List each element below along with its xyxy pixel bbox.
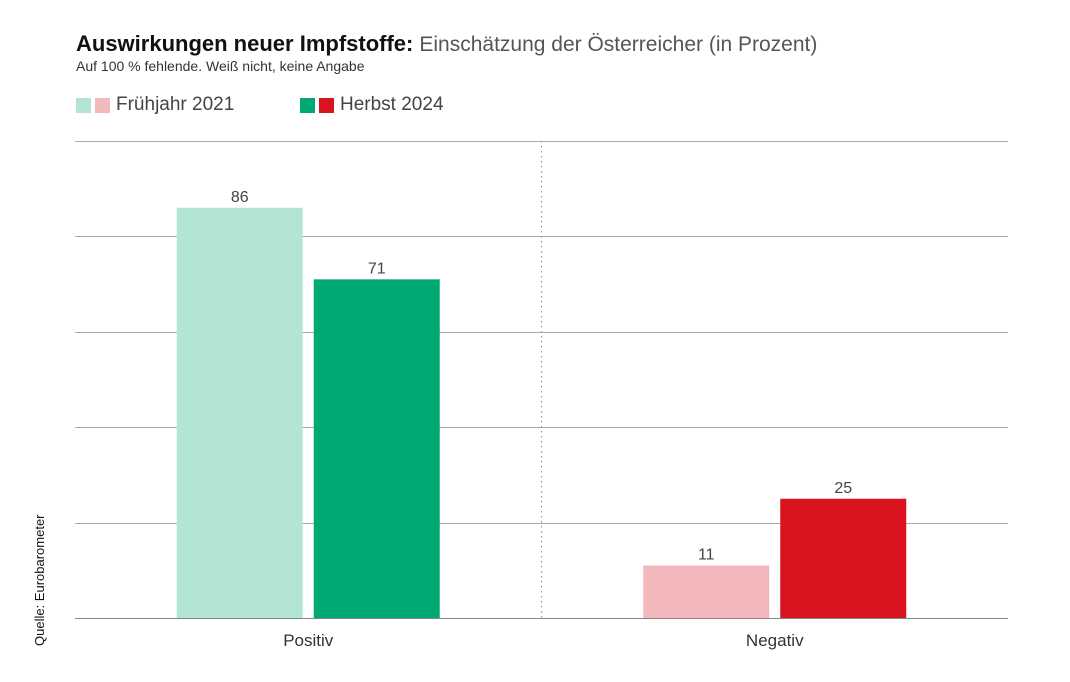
legend-item-herbst-2024: Herbst 2024 xyxy=(300,93,444,117)
bar-value-label-positiv-herbst-2024: 71 xyxy=(368,260,386,277)
source-note: Quelle: Eurobarometer xyxy=(32,514,47,646)
chart-title: Auswirkungen neuer Impfstoffe: Einschätzu… xyxy=(76,30,817,59)
bar-value-label-negativ-fruehjahr-2021: 11 xyxy=(698,547,715,564)
bar-value-label-positiv-fruehjahr-2021: 86 xyxy=(231,189,249,206)
category-label-negativ: Negativ xyxy=(746,631,804,650)
chart-subtitle: Auf 100 % fehlende. Weiß nicht, keine An… xyxy=(76,58,365,74)
bar-positiv-fruehjahr-2021 xyxy=(176,207,303,618)
bar-value-label-negativ-herbst-2024: 25 xyxy=(834,480,852,497)
legend-swatch-fruehjahr-positiv xyxy=(76,97,91,113)
legend-label-herbst-2024: Herbst 2024 xyxy=(340,94,444,115)
legend-swatch-herbst-negativ xyxy=(319,97,334,113)
bar-negativ-herbst-2024 xyxy=(780,498,907,618)
chart-title-sub: Einschätzung der Österreicher (in Prozen… xyxy=(419,33,818,56)
legend-swatch-herbst-positiv xyxy=(300,97,315,113)
legend-label-fruehjahr-2021: Frühjahr 2021 xyxy=(116,94,235,115)
bar-positiv-herbst-2024 xyxy=(313,279,440,618)
legend-swatch-fruehjahr-negativ xyxy=(95,97,110,113)
legend-item-fruehjahr-2021: Frühjahr 2021 xyxy=(76,93,234,117)
chart-title-main: Auswirkungen neuer Impfstoffe: xyxy=(76,31,414,56)
bar-negativ-fruehjahr-2021 xyxy=(643,565,770,618)
category-label-positiv: Positiv xyxy=(283,631,334,650)
